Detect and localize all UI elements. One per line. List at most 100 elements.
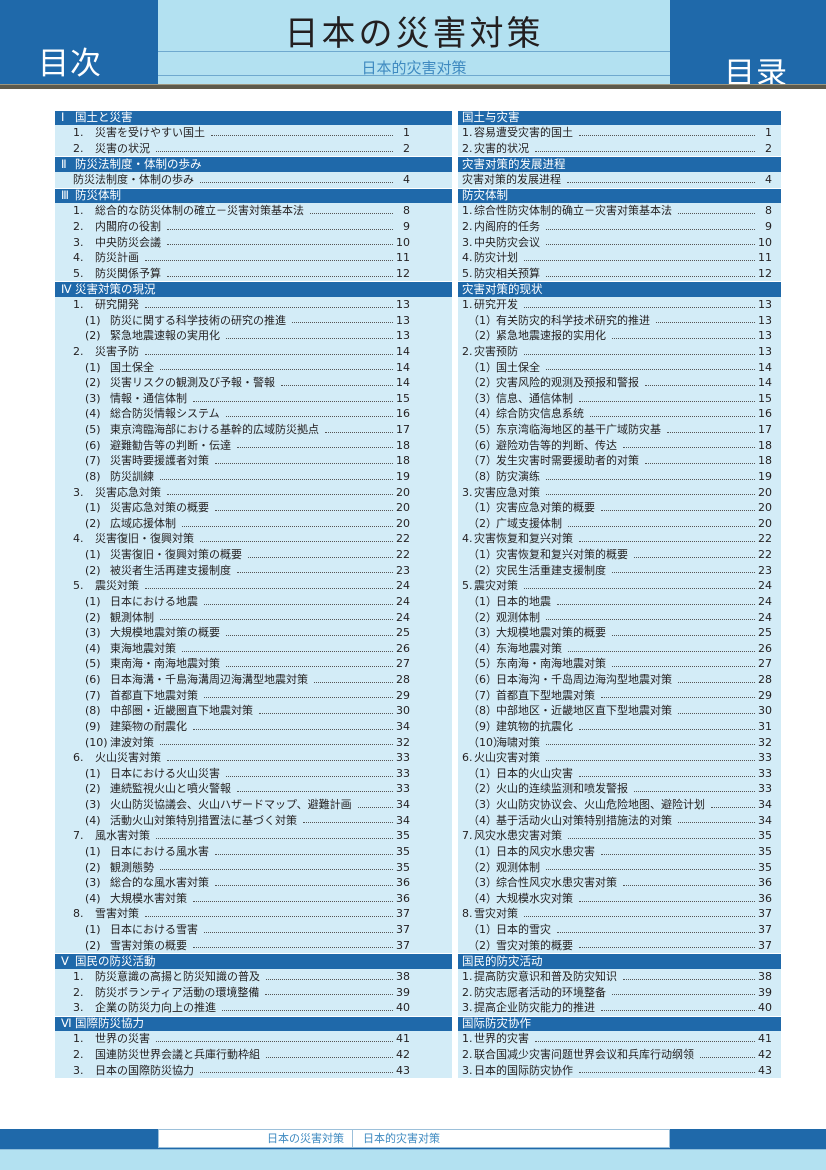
toc-entry-ja[interactable]: (3) 総合的な風水害対策 36 <box>55 875 452 891</box>
toc-entry-ja[interactable]: (4) 大規模水害対策 36 <box>55 890 452 907</box>
toc-entry-ja[interactable]: 4. 防災計画 11 <box>55 250 452 266</box>
toc-entry-ja[interactable]: 1. 研究開発 13 <box>55 297 452 313</box>
toc-entry-zh[interactable]: （3） 综合性风灾水患灾害对策 36 <box>458 875 781 891</box>
toc-entry-ja[interactable]: (10) 津波対策 32 <box>55 734 452 751</box>
toc-entry-ja[interactable]: (1) 災害応急対策の概要 20 <box>55 500 452 516</box>
toc-entry-ja[interactable]: (4) 東海地震対策 26 <box>55 640 452 657</box>
toc-entry-zh[interactable]: （1） 日本的地震 24 <box>458 593 781 610</box>
toc-entry-zh[interactable]: 8. 雪灾对策 37 <box>458 906 781 922</box>
toc-entry-zh[interactable]: 1. 提高防灾意识和普及防灾知识 38 <box>458 968 781 985</box>
toc-entry-zh[interactable]: （1） 灾害恢复和复兴对策的概要 22 <box>458 547 781 563</box>
toc-entry-ja[interactable]: 2. 災害の状況 2 <box>55 140 452 157</box>
toc-entry-zh[interactable]: 1. 综合性防灾体制的确立－灾害对策基本法 8 <box>458 203 781 219</box>
toc-entry-zh[interactable]: （1） 有关防灾的科学技术研究的推进 13 <box>458 312 781 329</box>
toc-entry-ja[interactable]: 7. 風水害対策 35 <box>55 828 452 844</box>
toc-entry-ja[interactable]: 2. 国連防災世界会議と兵庫行動枠組 42 <box>55 1047 452 1063</box>
toc-entry-ja[interactable]: (1) 災害復旧・復興対策の概要 22 <box>55 547 452 563</box>
toc-entry-zh[interactable]: 3. 灾害应急对策 20 <box>458 484 781 501</box>
toc-entry-ja[interactable]: (1) 日本における雪害 37 <box>55 922 452 938</box>
toc-entry-ja[interactable]: (2) 広域応援体制 20 <box>55 515 452 532</box>
toc-entry-zh[interactable]: （2） 火山的连续监测和喷发警报 33 <box>458 781 781 797</box>
toc-entry-ja[interactable]: (4) 総合防災情報システム 16 <box>55 406 452 422</box>
toc-entry-ja[interactable]: (1) 日本における地震 24 <box>55 593 452 610</box>
toc-entry-zh[interactable]: （1） 国土保全 14 <box>458 359 781 376</box>
toc-entry-ja[interactable]: (7) 首都直下地震対策 29 <box>55 687 452 704</box>
toc-entry-zh[interactable]: （6） 日本海沟・千岛周边海沟型地震对策 28 <box>458 672 781 688</box>
toc-entry-zh[interactable]: 2. 内阁府的任务 9 <box>458 218 781 235</box>
toc-entry-ja[interactable]: (8) 中部圏・近畿圏直下地震対策 30 <box>55 703 452 719</box>
toc-entry-ja[interactable]: (1) 防災に関する科学技術の研究の推進 13 <box>55 312 452 329</box>
toc-entry-ja[interactable]: (3) 情報・通信体制 15 <box>55 390 452 407</box>
toc-entry-zh[interactable]: （2） 观测体制 35 <box>458 859 781 876</box>
toc-entry-zh[interactable]: 3. 日本的国际防灾协作 43 <box>458 1062 781 1079</box>
toc-entry-ja[interactable]: 6. 火山災害対策 33 <box>55 750 452 766</box>
toc-entry-ja[interactable]: (2) 観測体制 24 <box>55 609 452 626</box>
toc-entry-ja[interactable]: (2) 連続監視火山と噴火警報 33 <box>55 781 452 797</box>
toc-entry-zh[interactable]: （1） 日本的火山灾害 33 <box>458 765 781 782</box>
toc-entry-ja[interactable]: 3. 中央防災会議 10 <box>55 234 452 251</box>
toc-entry-ja[interactable]: (2) 被災者生活再建支援制度 23 <box>55 562 452 579</box>
toc-entry-zh[interactable]: （2） 广域支援体制 20 <box>458 515 781 532</box>
toc-entry-zh[interactable]: （4） 东海地震对策 26 <box>458 640 781 657</box>
toc-entry-ja[interactable]: 1. 世界の災害 41 <box>55 1031 452 1047</box>
toc-entry-zh[interactable]: （4） 综合防灾信息系统 16 <box>458 406 781 422</box>
toc-entry-zh[interactable]: （10） 海啸对策 32 <box>458 734 781 751</box>
toc-entry-zh[interactable]: （2） 观测体制 24 <box>458 609 781 626</box>
toc-entry-ja[interactable]: 2. 防災ボランティア活動の環境整備 39 <box>55 984 452 1001</box>
toc-entry-ja[interactable]: (8) 防災訓練 19 <box>55 468 452 485</box>
toc-entry-ja[interactable]: 防災法制度・体制の歩み 4 <box>55 172 452 188</box>
toc-entry-ja[interactable]: 1. 総合的な防災体制の確立－災害対策基本法 8 <box>55 203 452 219</box>
toc-entry-zh[interactable]: 2. 灾害的状况 2 <box>458 140 781 157</box>
toc-entry-zh[interactable]: 1. 容易遭受灾害的国土 1 <box>458 125 781 141</box>
toc-entry-zh[interactable]: （2） 紧急地震速报的实用化 13 <box>458 328 781 344</box>
toc-entry-zh[interactable]: 2. 防灾志愿者活动的环境整备 39 <box>458 984 781 1001</box>
toc-entry-zh[interactable]: 7. 风灾水患灾害对策 35 <box>458 828 781 844</box>
toc-entry-ja[interactable]: (5) 東京湾臨海部における基幹的広域防災拠点 17 <box>55 422 452 438</box>
toc-entry-ja[interactable]: (1) 日本における風水害 35 <box>55 843 452 860</box>
toc-entry-zh[interactable]: （1） 日本的风灾水患灾害 35 <box>458 843 781 860</box>
toc-entry-ja[interactable]: 5. 防災関係予算 12 <box>55 265 452 282</box>
toc-entry-zh[interactable]: 2. 联合国减少灾害问题世界会议和兵库行动纲领 42 <box>458 1047 781 1063</box>
toc-entry-zh[interactable]: （8） 防灾演练 19 <box>458 468 781 485</box>
toc-entry-zh[interactable]: 6. 火山灾害对策 33 <box>458 750 781 766</box>
toc-entry-zh[interactable]: 1. 研究开发 13 <box>458 297 781 313</box>
toc-entry-zh[interactable]: 4. 灾害恢复和复兴对策 22 <box>458 531 781 547</box>
toc-entry-ja[interactable]: 2. 災害予防 14 <box>55 343 452 360</box>
toc-entry-zh[interactable]: （2） 雪灾对策的概要 37 <box>458 937 781 954</box>
toc-entry-zh[interactable]: （7） 发生灾害时需要援助者的对策 18 <box>458 453 781 469</box>
toc-entry-ja[interactable]: (6) 日本海溝・千島海溝周辺海溝型地震対策 28 <box>55 672 452 688</box>
toc-entry-zh[interactable]: （2） 灾民生活重建支援制度 23 <box>458 562 781 579</box>
toc-entry-zh[interactable]: 2. 灾害预防 13 <box>458 343 781 360</box>
toc-entry-ja[interactable]: (2) 緊急地震速報の実用化 13 <box>55 328 452 344</box>
toc-entry-zh[interactable]: （5） 东京湾临海地区的基干广域防灾基 17 <box>458 422 781 438</box>
toc-entry-ja[interactable]: 3. 企業の防災力向上の推進 40 <box>55 1000 452 1016</box>
toc-entry-ja[interactable]: 3. 災害応急対策 20 <box>55 484 452 501</box>
toc-entry-ja[interactable]: (2) 災害リスクの観測及び予報・警報 14 <box>55 375 452 391</box>
toc-entry-zh[interactable]: （5） 东南海・南海地震对策 27 <box>458 656 781 672</box>
toc-entry-ja[interactable]: 1. 災害を受けやすい国土 1 <box>55 125 452 141</box>
toc-entry-zh[interactable]: （3） 火山防灾协议会、火山危险地图、避险计划 34 <box>458 797 781 813</box>
toc-entry-zh[interactable]: （7） 首都直下型地震对策 29 <box>458 687 781 704</box>
toc-entry-ja[interactable]: 3. 日本の国際防災協力 43 <box>55 1062 452 1079</box>
toc-entry-ja[interactable]: 1. 防災意識の高揚と防災知識の普及 38 <box>55 968 452 985</box>
toc-entry-zh[interactable]: （4） 基于活动火山对策特别措施法的对策 34 <box>458 812 781 829</box>
toc-entry-ja[interactable]: (2) 雪害対策の概要 37 <box>55 937 452 954</box>
toc-entry-ja[interactable]: (9) 建築物の耐震化 34 <box>55 718 452 735</box>
toc-entry-ja[interactable]: 8. 雪害対策 37 <box>55 906 452 922</box>
toc-entry-zh[interactable]: （6） 避险劝告等的判断、传达 18 <box>458 437 781 454</box>
toc-entry-zh[interactable]: （1） 灾害应急对策的概要 20 <box>458 500 781 516</box>
toc-entry-zh[interactable]: 1. 世界的灾害 41 <box>458 1031 781 1047</box>
toc-entry-zh[interactable]: （9） 建筑物的抗震化 31 <box>458 718 781 735</box>
toc-entry-zh[interactable]: （4） 大规模水灾对策 36 <box>458 890 781 907</box>
toc-entry-zh[interactable]: （2） 灾害风险的观测及预报和警报 14 <box>458 375 781 391</box>
toc-entry-ja[interactable]: 4. 災害復旧・復興対策 22 <box>55 531 452 547</box>
toc-entry-ja[interactable]: (3) 火山防災協議会、火山ハザードマップ、避難計画 34 <box>55 797 452 813</box>
toc-entry-zh[interactable]: 3. 中央防灾会议 10 <box>458 234 781 251</box>
toc-entry-ja[interactable]: 2. 内閣府の役割 9 <box>55 218 452 235</box>
toc-entry-zh[interactable]: 3. 提高企业防灾能力的推进 40 <box>458 1000 781 1016</box>
toc-entry-zh[interactable]: （3） 大规模地震对策的概要 25 <box>458 625 781 641</box>
toc-entry-ja[interactable]: (2) 観測態勢 35 <box>55 859 452 876</box>
toc-entry-zh[interactable]: （3） 信息、通信体制 15 <box>458 390 781 407</box>
toc-entry-zh[interactable]: （1） 日本的雪灾 37 <box>458 922 781 938</box>
toc-entry-ja[interactable]: (6) 避難勧告等の判断・伝達 18 <box>55 437 452 454</box>
